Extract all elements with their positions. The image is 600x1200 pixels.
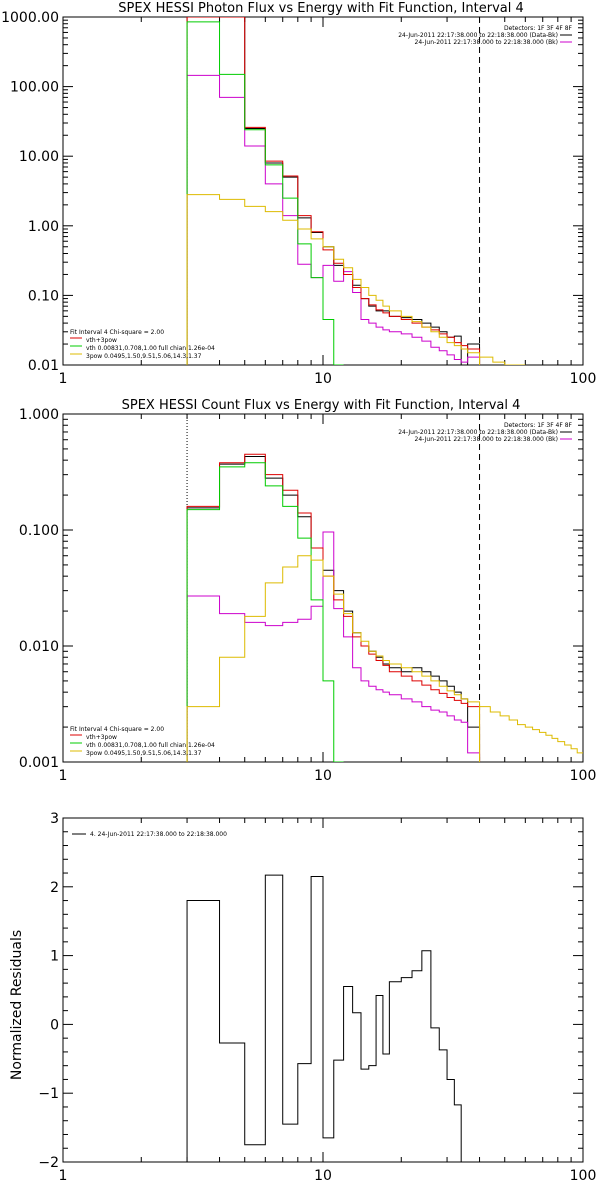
residual-y-tick-label: −2	[38, 1155, 59, 1171]
count-detectors-label: Detectors: 1F 3F 4F 8F	[504, 422, 573, 429]
photon-fit-total: vth+3pow	[86, 337, 117, 344]
count-series-group	[186, 414, 583, 762]
count-bk-label: 24-Jun-2011 22:17:38.000 to 22:18:38.000…	[415, 436, 558, 443]
residual-series-residuals	[186, 874, 480, 1162]
residual-x-tick-label: 1	[59, 1168, 68, 1184]
photon-series-bk	[186, 74, 481, 365]
photon-bk-label: 24-Jun-2011 22:17:38.000 to 22:18:38.000…	[415, 39, 558, 46]
residual-y-tick-label: 2	[50, 880, 59, 896]
count-y-tick-label: 1.000	[19, 407, 59, 423]
photon-fit-vth: vth 0.00831,0.708,1.00 full chian 1.26e-…	[86, 345, 215, 352]
residual-y-tick-label: 0	[50, 1017, 59, 1033]
photon-flux-panel: SPEX HESSI Photon Flux vs Energy with Fi…	[1, 1, 596, 387]
photon-series-3pow-ext	[479, 356, 526, 365]
residual-y-tick-label: −1	[38, 1086, 59, 1102]
count-flux-title: SPEX HESSI Count Flux vs Energy with Fit…	[122, 398, 521, 413]
count-fit-3pow: 3pow 0.0495,1.50,9.51,5.06,14.3,1.37	[86, 750, 202, 757]
count-x-tick-label: 10	[314, 768, 332, 784]
count-flux-panel: SPEX HESSI Count Flux vs Energy with Fit…	[19, 398, 596, 784]
photon-y-tick-label: 10.00	[19, 149, 59, 165]
count-fit-total: vth+3pow	[86, 734, 117, 741]
residual-y-tick-label: 3	[50, 811, 59, 827]
photon-y-tick-label: 100.00	[10, 80, 59, 96]
photon-x-tick-label: 100	[570, 371, 597, 387]
count-series-vth-3pow	[186, 453, 481, 762]
photon-detectors-label: Detectors: 1F 3F 4F 8F	[504, 25, 573, 32]
count-series-bk	[186, 531, 481, 762]
count-fit-vth: vth 0.00831,0.708,1.00 full chian 1.26e-…	[86, 742, 215, 749]
photon-series-3pow	[186, 194, 481, 365]
residual-x-tick-label: 100	[570, 1168, 597, 1184]
residual-x-tick-label: 10	[314, 1168, 332, 1184]
residual-series-group	[186, 874, 480, 1162]
count-x-tick-label: 1	[59, 768, 68, 784]
photon-flux-title: SPEX HESSI Photon Flux vs Energy with Fi…	[118, 1, 524, 16]
residual-y-tick-label: 1	[50, 949, 59, 965]
residuals-y-axis-label: Normalized Residuals	[9, 930, 25, 1080]
count-y-tick-label: 0.001	[19, 755, 59, 771]
count-series-vth	[186, 462, 344, 762]
photon-databk-label: 24-Jun-2011 22:17:38.000 to 22:18:38.000…	[398, 32, 558, 39]
photon-y-tick-label: 1000.00	[1, 10, 59, 26]
photon-y-tick-label: 0.10	[28, 288, 59, 304]
photon-x-tick-label: 1	[59, 371, 68, 387]
photon-fit-3pow: 3pow 0.0495,1.50,9.51,5.06,14.3,1.37	[86, 353, 202, 360]
photon-series-group	[186, 17, 526, 365]
count-x-tick-label: 100	[570, 768, 597, 784]
count-y-tick-label: 0.100	[19, 523, 59, 539]
photon-series-vth	[186, 21, 344, 365]
residuals-legend-label: 4. 24-Jun-2011 22:17:38.000 to 22:18:38.…	[90, 831, 227, 838]
photon-y-tick-label: 1.00	[28, 219, 59, 235]
count-series-3pow	[186, 555, 481, 762]
photon-series-vth-3pow	[186, 17, 481, 365]
count-fit-interval: Fit Interval 4 Chi-square = 2.00	[70, 726, 164, 733]
photon-fit-interval: Fit Interval 4 Chi-square = 2.00	[70, 329, 164, 336]
residuals-panel: 4. 24-Jun-2011 22:17:38.000 to 22:18:38.…	[9, 811, 596, 1184]
photon-x-tick-label: 10	[314, 371, 332, 387]
photon-y-tick-label: 0.01	[28, 358, 59, 374]
count-y-tick-label: 0.010	[19, 639, 59, 655]
count-series-3pow-ext	[479, 706, 583, 762]
count-databk-label: 24-Jun-2011 22:17:38.000 to 22:18:38.000…	[398, 429, 558, 436]
photon-series-data-bk	[186, 17, 481, 365]
